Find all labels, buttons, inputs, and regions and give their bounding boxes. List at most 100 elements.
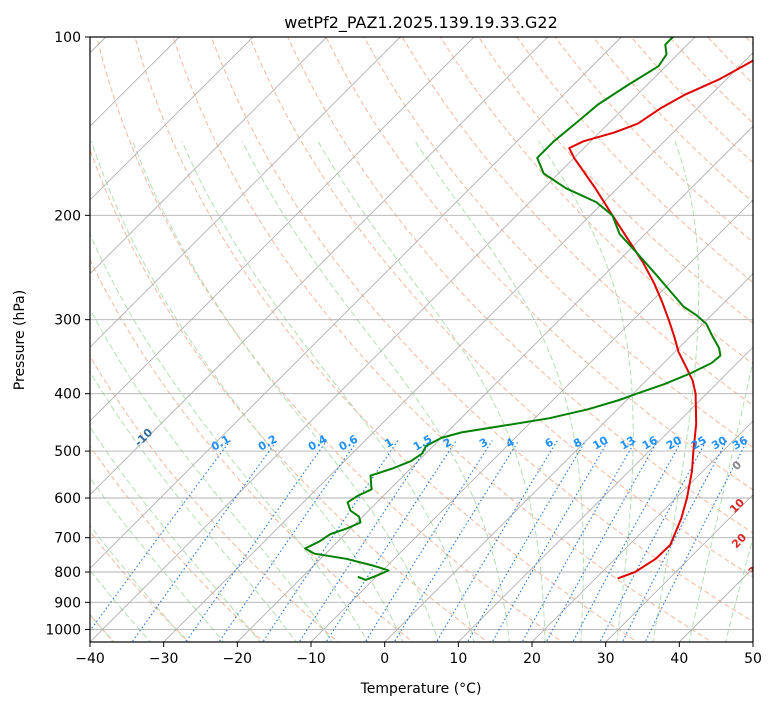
mixing-ratio-line [325,440,457,642]
mixing-ratio-label: 0.1 [209,433,232,454]
dry-adiabat-label: -10 [132,426,155,449]
dry-adiabat [478,37,753,324]
isotherm-line [90,37,622,569]
x-tick-label: 10 [449,651,467,667]
moist-adiabat [725,536,753,642]
y-tick-label: 1000 [45,622,81,638]
moist-adiabat [90,370,297,642]
x-axis-label: Temperature (°C) [360,681,482,697]
dry-adiabat [745,37,753,45]
moist-adiabat [181,141,475,642]
y-tick-label: 800 [54,565,81,581]
isotherm-line [752,641,753,642]
dry-adiabat [90,531,190,642]
mixing-ratio-line [90,440,231,632]
moist-adiabat [414,141,584,642]
moist-adiabat [90,426,261,642]
y-tick-label: 400 [54,387,81,403]
mixing-ratio-line [435,440,558,642]
x-tick-label: −40 [75,651,105,667]
background-grid [90,37,775,644]
moist-adiabat-label: 0 [730,458,745,473]
line-labels: 0.10.20.40.611.52346810131620253036-100-… [0,365,775,606]
y-tick-label: 500 [54,444,81,460]
isotherm-line [90,37,401,348]
isotherm-line [163,52,753,642]
axis-ticks: −40 −30 −20 −10 0 10 20 30 40 5010020030040050060… [45,30,762,667]
mixing-ratio-line [621,440,728,642]
x-tick-label: 30 [597,651,615,667]
mixing-ratio-line [466,440,587,642]
moist-adiabat [132,141,440,642]
moist-adiabat-label: 40 [762,586,775,606]
mixing-ratio-label: 16 [640,433,660,452]
dry-adiabat-label: -30 [0,365,3,388]
dry-adiabat [249,37,753,578]
dry-adiabat [401,37,753,406]
x-tick-label: 40 [670,651,688,667]
x-tick-label: 20 [523,651,541,667]
dry-adiabat [516,37,753,284]
dry-adiabat [439,37,753,365]
y-tick-label: 600 [54,491,81,507]
mixing-ratio-label: 0.6 [337,432,361,453]
moist-adiabat-label: 10 [727,496,747,516]
moist-adiabat-label: 30 [746,558,766,578]
mixing-ratio-label: 10 [590,433,610,452]
x-tick-label: −20 [223,651,253,667]
moist-adiabat [761,141,775,644]
dry-adiabat [134,37,638,642]
mixing-ratio-label: 13 [618,434,638,453]
mixing-ratio-label: 0.2 [256,433,279,454]
dry-adiabat [96,37,564,642]
dry-adiabat [287,37,753,534]
x-tick-label: 0 [380,651,389,667]
dry-adiabat [90,148,489,642]
dry-adiabat [363,37,753,448]
moist-adiabat [90,141,404,642]
isotherm-line [90,37,475,422]
x-tick-label: −10 [296,651,326,667]
y-axis-label: Pressure (hPa) [12,290,28,390]
mixing-ratio-label: 3 [477,436,490,451]
y-tick-label: 700 [54,531,81,547]
plot-frame [89,36,754,643]
isotherm-line [678,567,753,642]
mixing-ratio-line [393,440,520,642]
y-tick-label: 100 [54,30,81,46]
isotherm-line [90,37,549,496]
y-tick-label: 200 [54,208,81,224]
y-tick-label: 300 [54,313,81,329]
mixing-ratio-line [185,440,328,642]
isotherm-line [531,420,753,642]
mixing-ratio-label: 1.5 [411,433,434,454]
mixing-ratio-line [298,440,432,642]
mixing-ratio-line [545,440,659,642]
y-tick-label: 900 [54,595,81,611]
dry-adiabat [554,37,753,243]
isotherm-line [90,37,254,201]
moist-adiabat [317,141,546,642]
dry-adiabat [707,37,753,85]
moist-adiabat [90,232,369,642]
mixing-ratio-line [262,440,399,642]
isotherm-line [90,37,696,642]
isotherm-line [605,494,753,642]
dry-adiabat [172,37,713,642]
mixing-ratio-label: 20 [664,433,684,452]
mixing-ratio-line [491,440,609,642]
x-tick-label: −30 [149,651,179,667]
dry-adiabat [90,445,265,642]
mixing-ratio-label: 2 [441,436,454,451]
isotherm-line [310,199,753,642]
mixing-ratio-line [521,440,637,642]
chart-title: wetPf2_PAZ1.2025.139.19.33.G22 [284,13,558,33]
mixing-ratio-line [364,440,493,642]
temperature-profile-line [568,59,753,580]
moist-adiabat [688,358,753,642]
dry-adiabat [90,355,339,642]
isotherm-line [90,37,328,275]
moist-adiabat [241,141,510,642]
dewpoint-profile-line [304,37,722,581]
mixing-ratio-line [572,440,683,642]
